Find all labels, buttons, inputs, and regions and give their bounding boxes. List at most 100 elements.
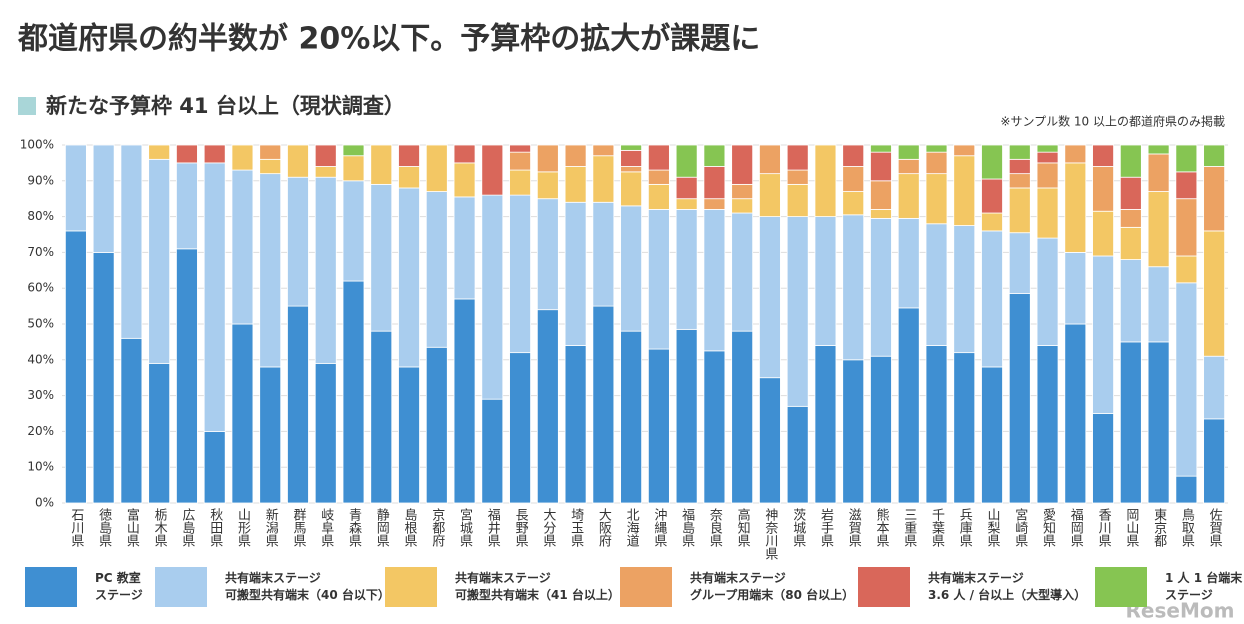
bar-segment xyxy=(1092,144,1114,167)
bar-segment xyxy=(287,305,309,504)
bar-segment xyxy=(1036,144,1059,153)
legend-swatch xyxy=(25,567,77,607)
bar-segment xyxy=(981,212,1003,232)
x-tick-label: 大分県 xyxy=(540,508,556,547)
bar-segment xyxy=(703,198,726,210)
x-tick-label: 岩手県 xyxy=(818,508,834,547)
bar-segment xyxy=(453,162,476,198)
x-tick-label: 長野県 xyxy=(513,508,529,547)
bar-segment xyxy=(1008,187,1031,234)
legend-swatch xyxy=(155,567,207,607)
bar-segment xyxy=(536,309,559,504)
y-tick-label: 50% xyxy=(27,317,54,331)
bar-segment xyxy=(675,144,698,178)
bar-segment xyxy=(342,144,365,157)
bar-segment xyxy=(620,149,643,167)
bar-segment xyxy=(1036,151,1059,164)
bar-segment xyxy=(453,196,476,300)
bar-segment xyxy=(1147,144,1170,155)
bar-segment xyxy=(1092,166,1114,212)
legend-swatch xyxy=(858,567,910,607)
y-tick-label: 100% xyxy=(20,138,54,152)
bar-segment xyxy=(148,362,171,504)
bar-segment xyxy=(620,144,643,151)
x-tick-label: 三重県 xyxy=(901,508,917,547)
bar-segment xyxy=(509,144,531,153)
bar-segment xyxy=(675,176,698,200)
bar-segment xyxy=(842,191,865,216)
bar-segment xyxy=(203,144,226,164)
bar-segment xyxy=(370,330,393,504)
x-tick-label: 岐阜県 xyxy=(318,508,334,547)
bar-segment xyxy=(592,305,615,504)
bar-segment xyxy=(314,166,337,178)
y-tick-label: 40% xyxy=(27,352,54,366)
x-tick-label: 滋賀県 xyxy=(846,508,862,547)
bar-segment xyxy=(620,205,643,332)
x-tick-label: 福岡県 xyxy=(1068,508,1084,547)
bar-segment xyxy=(1064,251,1087,325)
bar-segment xyxy=(731,330,754,504)
bar-segment xyxy=(564,345,587,504)
bar-segment xyxy=(92,144,115,253)
title: 都道府県の約半数が 20%以下。予算枠の拡大が課題に xyxy=(17,22,760,57)
bar-segment xyxy=(425,191,448,348)
bar-segment xyxy=(425,144,448,192)
x-tick-label: 奈良県 xyxy=(707,508,723,547)
x-tick-label: 大阪府 xyxy=(596,508,612,548)
bar-segment xyxy=(1119,144,1142,178)
legend-swatch xyxy=(620,567,672,607)
bar-segment xyxy=(453,298,476,504)
bar-segment xyxy=(287,176,309,307)
bar-segment xyxy=(814,345,837,504)
bar-segment xyxy=(759,377,781,504)
bar-segment xyxy=(1092,413,1114,504)
legend-item: 共有端末ステージ 可搬型共有端末（41 台以上） xyxy=(385,567,620,607)
bar-segment xyxy=(148,144,171,160)
bar-segment xyxy=(314,362,337,504)
bar-segment xyxy=(64,144,87,232)
x-tick-label: 沖縄県 xyxy=(651,508,667,547)
bar-segment xyxy=(1175,144,1198,173)
bar-segment xyxy=(703,166,726,200)
bar-segment xyxy=(703,144,726,167)
bar-segment xyxy=(1008,158,1031,175)
bar-segment xyxy=(842,214,865,361)
bar-segment xyxy=(1119,341,1142,504)
bar-segment xyxy=(592,155,615,203)
x-tick-label: 茨城県 xyxy=(790,508,806,547)
bar-segment xyxy=(536,144,559,173)
bar-segment xyxy=(647,169,670,185)
x-tick-label: 京都府 xyxy=(429,508,445,548)
bar-segment xyxy=(647,348,670,504)
bar-segment xyxy=(398,187,420,368)
bar-segment xyxy=(731,144,754,185)
bar-segment xyxy=(786,183,809,218)
x-tick-label: 兵庫県 xyxy=(957,508,973,547)
bar-segment xyxy=(1119,259,1142,343)
bar-segment xyxy=(1119,209,1142,228)
bar-segment xyxy=(1008,293,1031,504)
bar-segment xyxy=(953,352,976,504)
bar-segment xyxy=(1036,345,1059,504)
bar-segment xyxy=(1147,341,1170,504)
bar-segment xyxy=(731,198,754,214)
legend-item: 1 人 1 台端末 ステージ xyxy=(1095,567,1242,607)
x-tick-label: 広島県 xyxy=(179,508,195,547)
x-tick-label: 石川県 xyxy=(68,508,84,547)
bar-segment xyxy=(1175,282,1198,477)
bar-segment xyxy=(1092,255,1114,414)
bar-segment xyxy=(647,209,670,350)
legend-swatch xyxy=(385,567,437,607)
x-tick-label: 熊本県 xyxy=(873,507,889,547)
legend-item: 共有端末ステージ 可搬型共有端末（40 台以下） xyxy=(155,567,390,607)
bar-segment xyxy=(92,251,115,504)
bar-segment xyxy=(981,144,1003,180)
bar-segment xyxy=(1147,266,1170,343)
bar-segment xyxy=(953,225,976,354)
bar-segment xyxy=(1064,162,1087,253)
x-tick-label: 宮城県 xyxy=(457,507,473,547)
bar-segment xyxy=(981,230,1003,368)
bar-segment xyxy=(564,144,587,167)
